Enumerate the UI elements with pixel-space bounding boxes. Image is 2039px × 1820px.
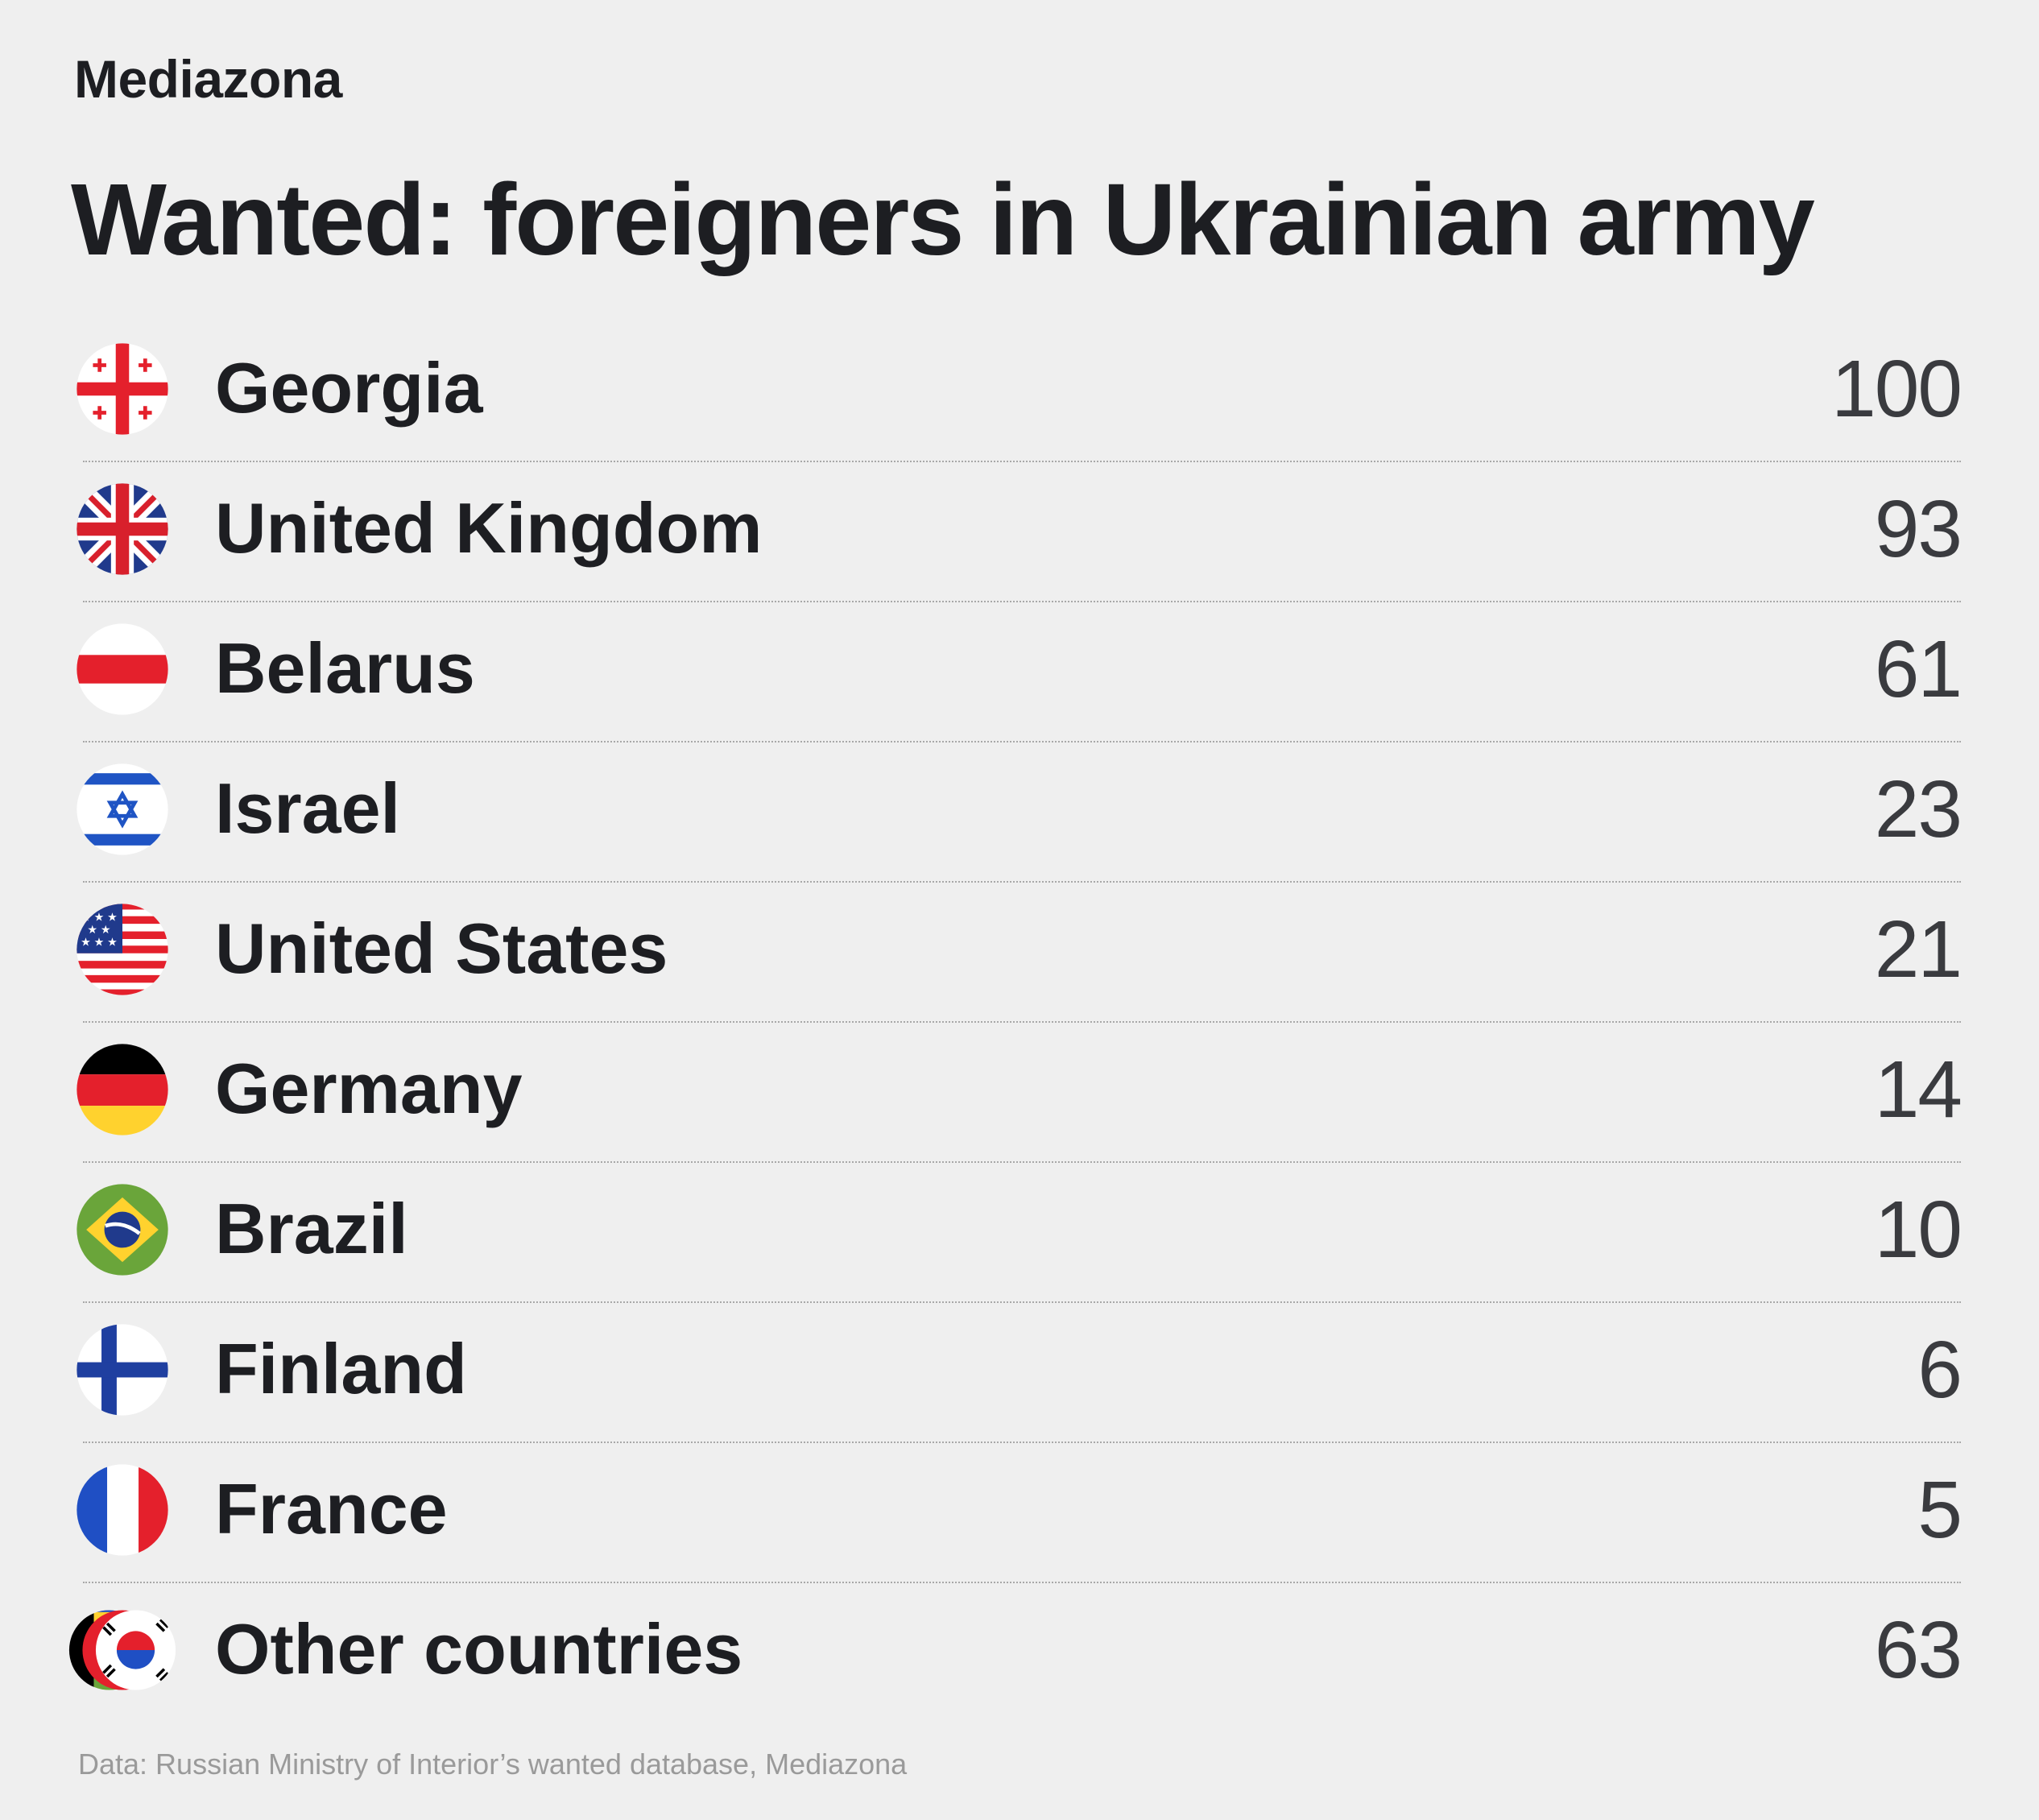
table-row: Israel 23 xyxy=(77,742,1962,883)
country-name: Finland xyxy=(215,1329,467,1408)
country-name: Israel xyxy=(215,768,400,848)
country-name: Brazil xyxy=(215,1189,408,1268)
table-row: Other countries 63 xyxy=(68,1583,1962,1722)
finland-flag-icon xyxy=(75,1322,170,1417)
country-value: 6 xyxy=(1917,1325,1962,1415)
svg-text:★: ★ xyxy=(87,924,97,937)
svg-text:★: ★ xyxy=(81,912,91,924)
table-row: Brazil 10 xyxy=(77,1163,1962,1303)
table-row: Germany 14 xyxy=(77,1023,1962,1163)
country-table: Georgia 100 United Kingdom 93 xyxy=(0,322,2039,1722)
israel-flag-icon xyxy=(75,762,170,857)
country-value: 63 xyxy=(1874,1605,1962,1695)
country-name: United States xyxy=(215,908,668,988)
table-row: Georgia 100 xyxy=(77,322,1962,462)
country-value: 21 xyxy=(1874,904,1962,995)
country-name: Belarus xyxy=(215,628,475,708)
country-value: 23 xyxy=(1874,764,1962,854)
svg-text:★: ★ xyxy=(81,936,91,949)
country-name: Other countries xyxy=(215,1609,743,1689)
table-row: Finland 6 xyxy=(77,1303,1962,1443)
belarus-flag-icon xyxy=(75,622,170,717)
country-value: 61 xyxy=(1874,624,1962,714)
svg-text:★: ★ xyxy=(107,912,118,924)
brazil-flag-icon xyxy=(75,1182,170,1277)
country-name: France xyxy=(215,1469,448,1549)
country-value: 93 xyxy=(1874,484,1962,574)
country-value: 100 xyxy=(1831,344,1962,434)
country-name: Georgia xyxy=(215,348,483,428)
country-value: 5 xyxy=(1917,1465,1962,1555)
georgia-flag-icon xyxy=(75,341,170,436)
country-name: United Kingdom xyxy=(215,488,763,568)
table-row: France 5 xyxy=(77,1443,1962,1583)
brand-logo: Mediazona xyxy=(74,49,342,109)
svg-text:★: ★ xyxy=(107,936,118,949)
svg-text:★: ★ xyxy=(101,924,111,937)
table-row: ★ ★ ★ ★ ★ ★ ★ ★ United States 21 xyxy=(77,883,1962,1023)
source-note: Data: Russian Ministry of Interior’s wan… xyxy=(78,1748,908,1781)
table-row: United Kingdom 93 xyxy=(77,462,1962,602)
germany-flag-icon xyxy=(75,1042,170,1137)
svg-text:★: ★ xyxy=(94,912,105,924)
country-value: 10 xyxy=(1874,1185,1962,1275)
united-kingdom-flag-icon xyxy=(75,482,170,577)
other-countries-flags-icon xyxy=(68,1603,176,1698)
svg-text:★: ★ xyxy=(94,936,105,949)
country-value: 14 xyxy=(1874,1044,1962,1135)
france-flag-icon xyxy=(75,1462,170,1557)
united-states-flag-icon: ★ ★ ★ ★ ★ ★ ★ ★ xyxy=(75,902,170,997)
table-row: Belarus 61 xyxy=(77,602,1962,742)
country-name: Germany xyxy=(215,1049,523,1128)
chart-title: Wanted: foreigners in Ukrainian army xyxy=(71,163,1815,276)
